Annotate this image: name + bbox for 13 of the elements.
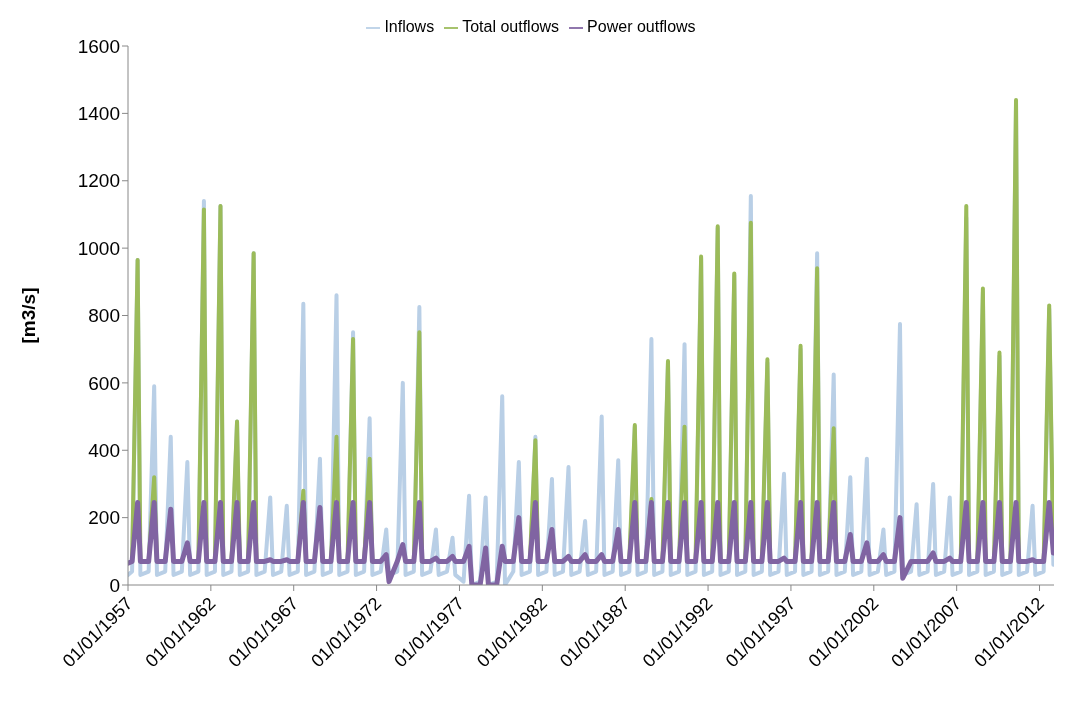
y-tick-label: 400 xyxy=(88,439,120,461)
y-tick-label: 1000 xyxy=(77,237,120,259)
y-tick-label: 1600 xyxy=(77,35,120,57)
legend-label: Power outflows xyxy=(587,18,696,35)
legend-label: Inflows xyxy=(384,18,435,35)
y-tick-label: 1400 xyxy=(77,103,120,125)
y-tick-label: 200 xyxy=(88,507,120,529)
legend-label: Total outflows xyxy=(462,18,560,35)
y-tick-label: 600 xyxy=(88,372,120,394)
y-tick-label: 0 xyxy=(109,574,120,596)
y-tick-label: 1200 xyxy=(77,170,120,192)
y-axis-title: [m3/s] xyxy=(17,287,39,344)
y-tick-label: 800 xyxy=(88,305,120,327)
